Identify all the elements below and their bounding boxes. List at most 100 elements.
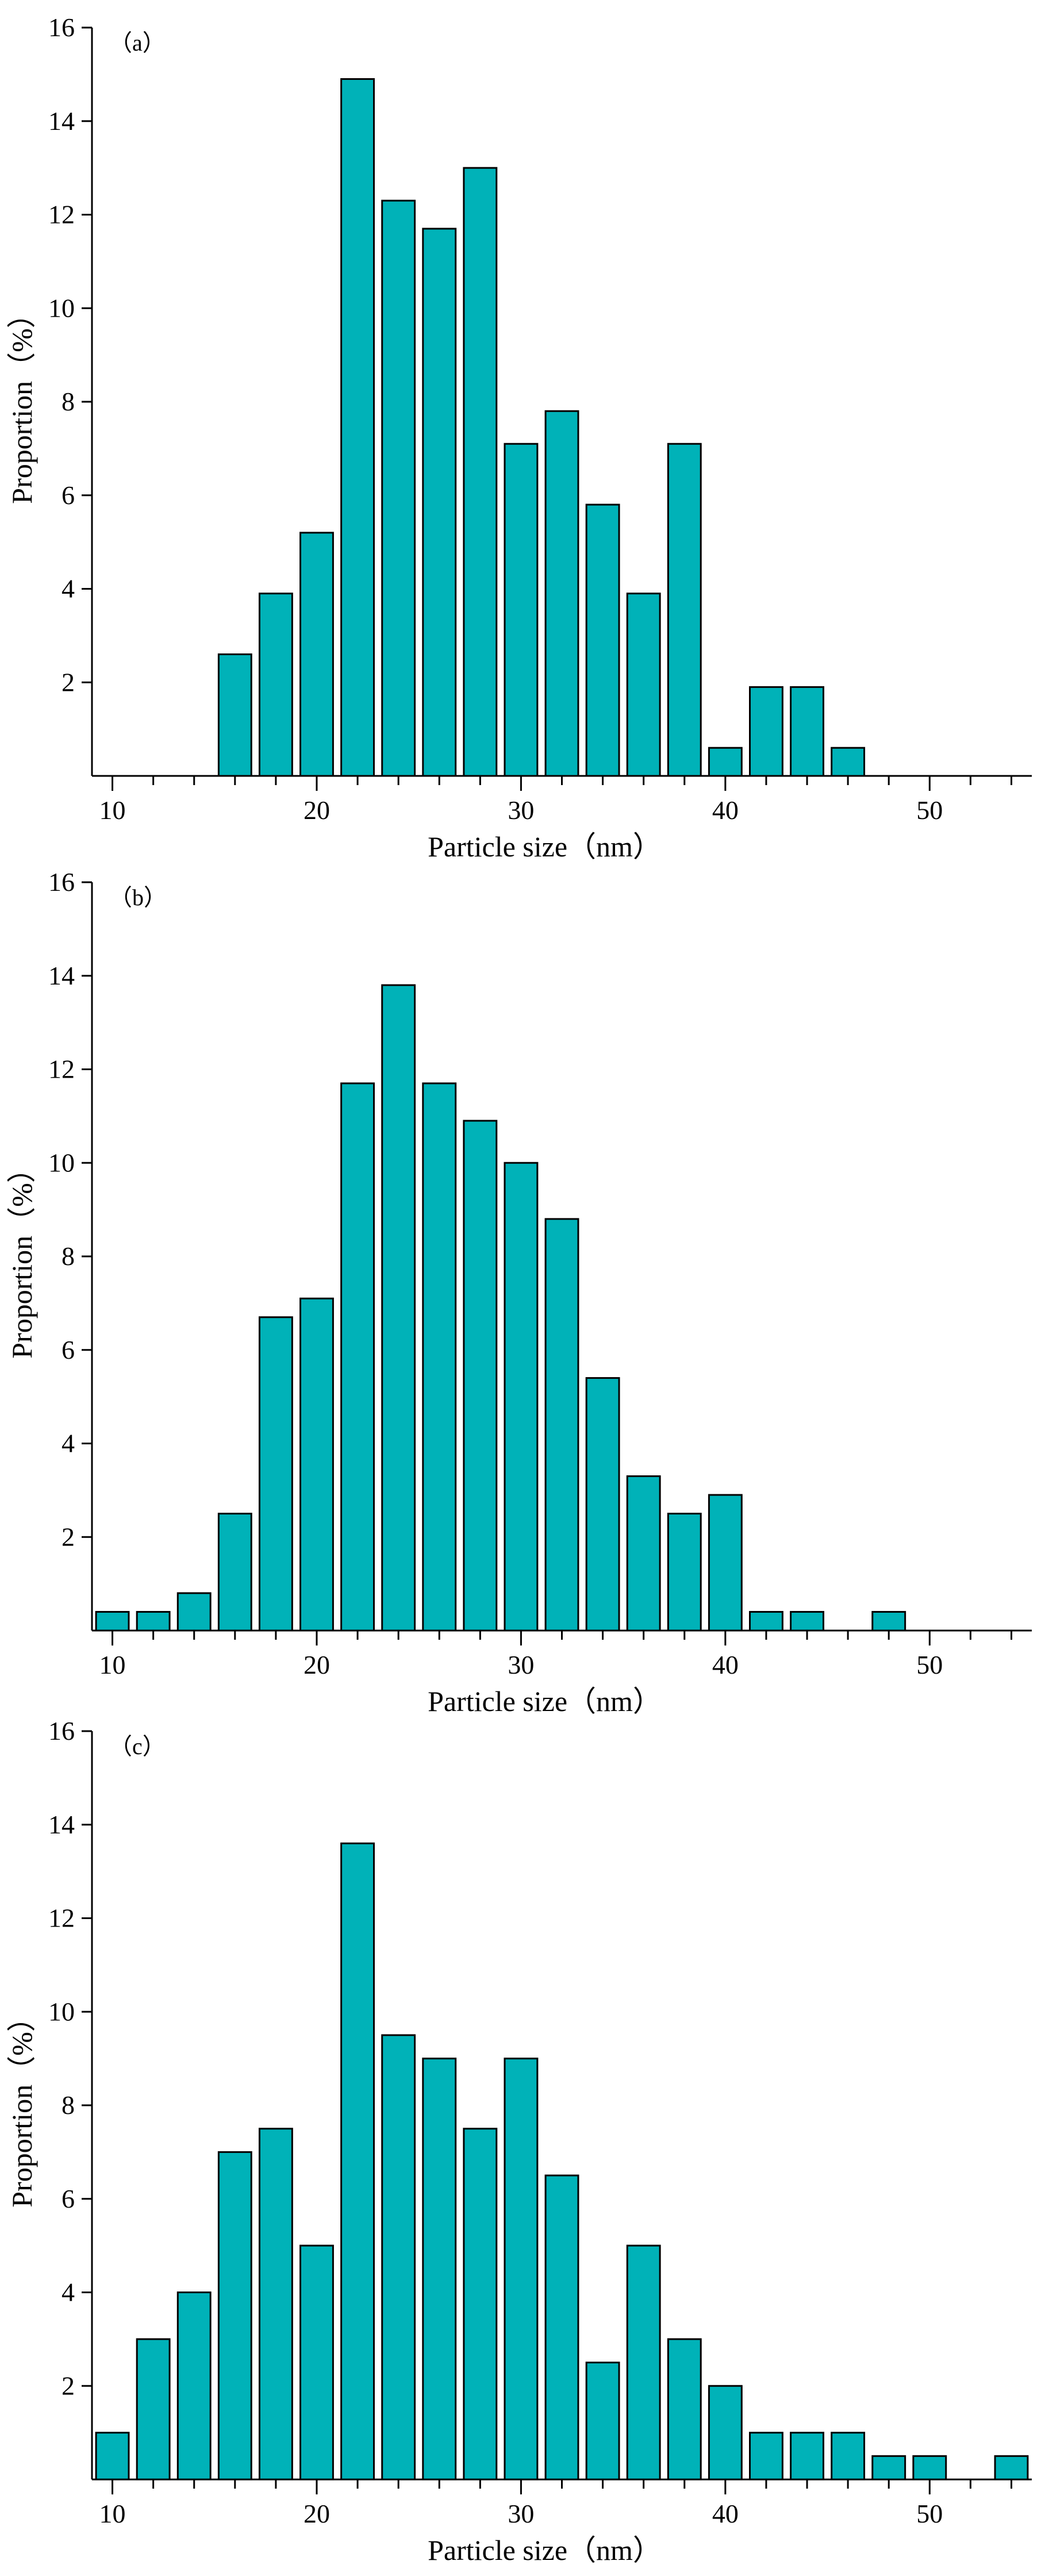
y-tick-label: 8	[62, 2090, 75, 2120]
bar	[749, 2432, 783, 2481]
x-tick-label: 50	[916, 795, 943, 825]
bar	[708, 747, 743, 777]
y-tick-label: 12	[48, 200, 75, 229]
bar	[463, 2128, 498, 2481]
y-tick-label: 6	[62, 1335, 75, 1364]
x-axis-title: Particle size（nm）	[428, 831, 662, 863]
bar	[749, 1610, 783, 1632]
x-tick-label: 10	[99, 795, 126, 825]
bar	[299, 1297, 334, 1632]
bar	[258, 2128, 293, 2481]
y-tick-label: 6	[62, 480, 75, 510]
chart-panel-a: 10 20 30 40 50 2 4 6 8 10 12 14 16 （a） Particle size（n…	[6, 13, 1032, 863]
y-tick-label: 16	[48, 13, 75, 42]
bar	[626, 2244, 661, 2481]
y-tick-label: 2	[62, 1522, 75, 1551]
panel-label: （a）	[109, 30, 166, 56]
x-tick-label: 30	[508, 1650, 534, 1679]
x-tick-label: 40	[712, 795, 739, 825]
bar	[299, 2244, 334, 2481]
chart-panel-b: 10 20 30 40 50 2 4 6 8 10 12 14 16 （b） Particle size（n…	[6, 867, 1032, 1717]
y-axis-title: Proportion（%）	[6, 299, 38, 504]
x-tick-label: 40	[712, 1650, 739, 1679]
bar	[299, 532, 334, 777]
bar	[463, 1120, 498, 1632]
bar	[340, 1842, 375, 2481]
bar	[340, 78, 375, 777]
y-tick-label: 14	[48, 106, 75, 136]
bar	[463, 167, 498, 777]
y-tick-label: 10	[48, 1148, 75, 1177]
bar	[136, 2338, 171, 2481]
y-tick-label: 16	[48, 867, 75, 897]
x-axis-title: Particle size（nm）	[428, 1685, 662, 1717]
bar	[381, 984, 416, 1632]
y-tick-label: 14	[48, 961, 75, 990]
bar	[749, 686, 783, 777]
x-tick-label: 10	[99, 2499, 126, 2528]
x-tick-label: 50	[916, 2499, 943, 2528]
bar	[667, 1513, 702, 1632]
y-tick-label: 4	[62, 2278, 75, 2307]
bar	[790, 686, 824, 777]
y-tick-label: 2	[62, 667, 75, 697]
y-tick-label: 10	[48, 1997, 75, 2026]
y-tick-label: 8	[62, 1241, 75, 1271]
y-tick-label: 8	[62, 387, 75, 416]
bar	[708, 1494, 743, 1632]
bar	[831, 2432, 866, 2481]
bar	[626, 1475, 661, 1632]
bar	[790, 1610, 824, 1632]
bar	[422, 2058, 457, 2481]
bar	[504, 1162, 539, 1632]
x-tick-label: 30	[508, 2499, 534, 2528]
bar	[544, 2174, 579, 2481]
bar	[708, 2385, 743, 2481]
bar	[585, 2362, 620, 2481]
bar	[504, 2058, 539, 2481]
bar	[136, 1610, 171, 1632]
bar	[504, 443, 539, 777]
chart-panel-c: 10 20 30 40 50 2 4 6 8 10 12 14 16 （c） Particle size（n…	[6, 1716, 1032, 2566]
y-tick-label: 12	[48, 1904, 75, 1933]
x-tick-label: 20	[304, 2499, 330, 2528]
y-tick-label: 4	[62, 574, 75, 603]
y-tick-label: 16	[48, 1716, 75, 1745]
bar	[381, 2034, 416, 2481]
bar	[871, 2455, 906, 2481]
y-tick-label: 4	[62, 1429, 75, 1458]
bar	[176, 1592, 212, 1632]
bar	[585, 503, 620, 777]
y-tick-label: 12	[48, 1055, 75, 1084]
y-axis-title: Proportion（%）	[6, 2003, 38, 2208]
x-tick-label: 20	[304, 795, 330, 825]
x-tick-label: 20	[304, 1650, 330, 1679]
x-tick-label: 40	[712, 2499, 739, 2528]
bar	[258, 1316, 293, 1632]
bar	[176, 2292, 212, 2481]
bar	[217, 2151, 252, 2481]
x-axis-title: Particle size（nm）	[428, 2534, 662, 2566]
y-tick-label: 14	[48, 1810, 75, 1839]
y-tick-label: 6	[62, 2184, 75, 2213]
bar	[544, 1218, 579, 1632]
bar	[258, 593, 293, 777]
bar	[790, 2432, 824, 2481]
bar	[626, 593, 661, 777]
bar	[585, 1377, 620, 1632]
bar	[422, 1082, 457, 1632]
bar	[217, 653, 252, 777]
y-tick-label: 10	[48, 293, 75, 322]
bar	[217, 1513, 252, 1632]
bar	[340, 1082, 375, 1632]
bar	[912, 2455, 947, 2481]
bar	[994, 2455, 1029, 2481]
x-tick-label: 10	[99, 1650, 126, 1679]
panel-label: （c）	[109, 1733, 166, 1759]
bar	[667, 2338, 702, 2481]
bar	[381, 199, 416, 777]
bar	[95, 2432, 130, 2481]
x-tick-label: 50	[916, 1650, 943, 1679]
bar	[95, 1610, 130, 1632]
